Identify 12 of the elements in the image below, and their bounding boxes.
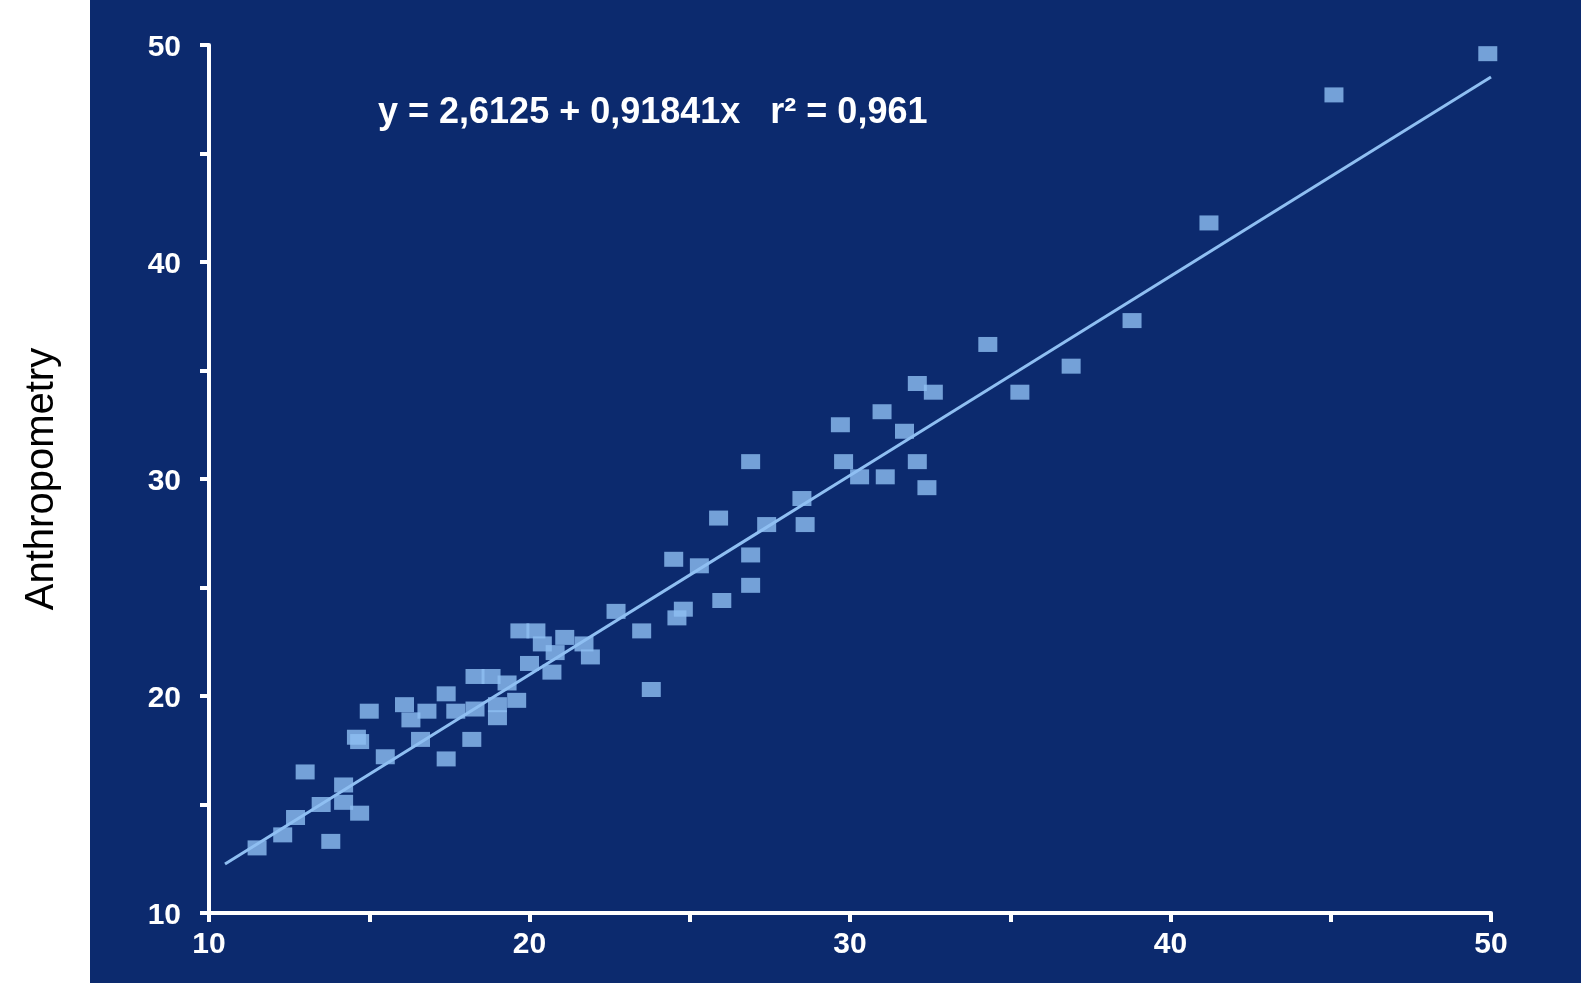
annotation: y = 2,6125 + 0,91841x r² = 0,961	[378, 89, 928, 131]
y-tick-label: 30	[147, 462, 181, 496]
x-tick-label: 10	[192, 925, 226, 959]
y-tick-label: 40	[147, 245, 181, 279]
x-tick-label: 20	[512, 925, 547, 959]
x-tick-label: 50	[1474, 925, 1508, 959]
y-axis-title: Anthropometry	[17, 347, 61, 611]
y-tick-label: 50	[147, 28, 181, 62]
x-tick-label: 40	[1153, 925, 1188, 959]
y-tick-label: 10	[147, 896, 181, 930]
y-tick-label: 20	[147, 679, 181, 713]
x-tick-label: 30	[833, 925, 867, 959]
